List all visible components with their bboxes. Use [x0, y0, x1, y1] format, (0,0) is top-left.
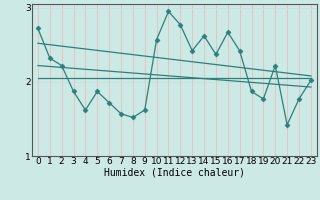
X-axis label: Humidex (Indice chaleur): Humidex (Indice chaleur) — [104, 168, 245, 178]
